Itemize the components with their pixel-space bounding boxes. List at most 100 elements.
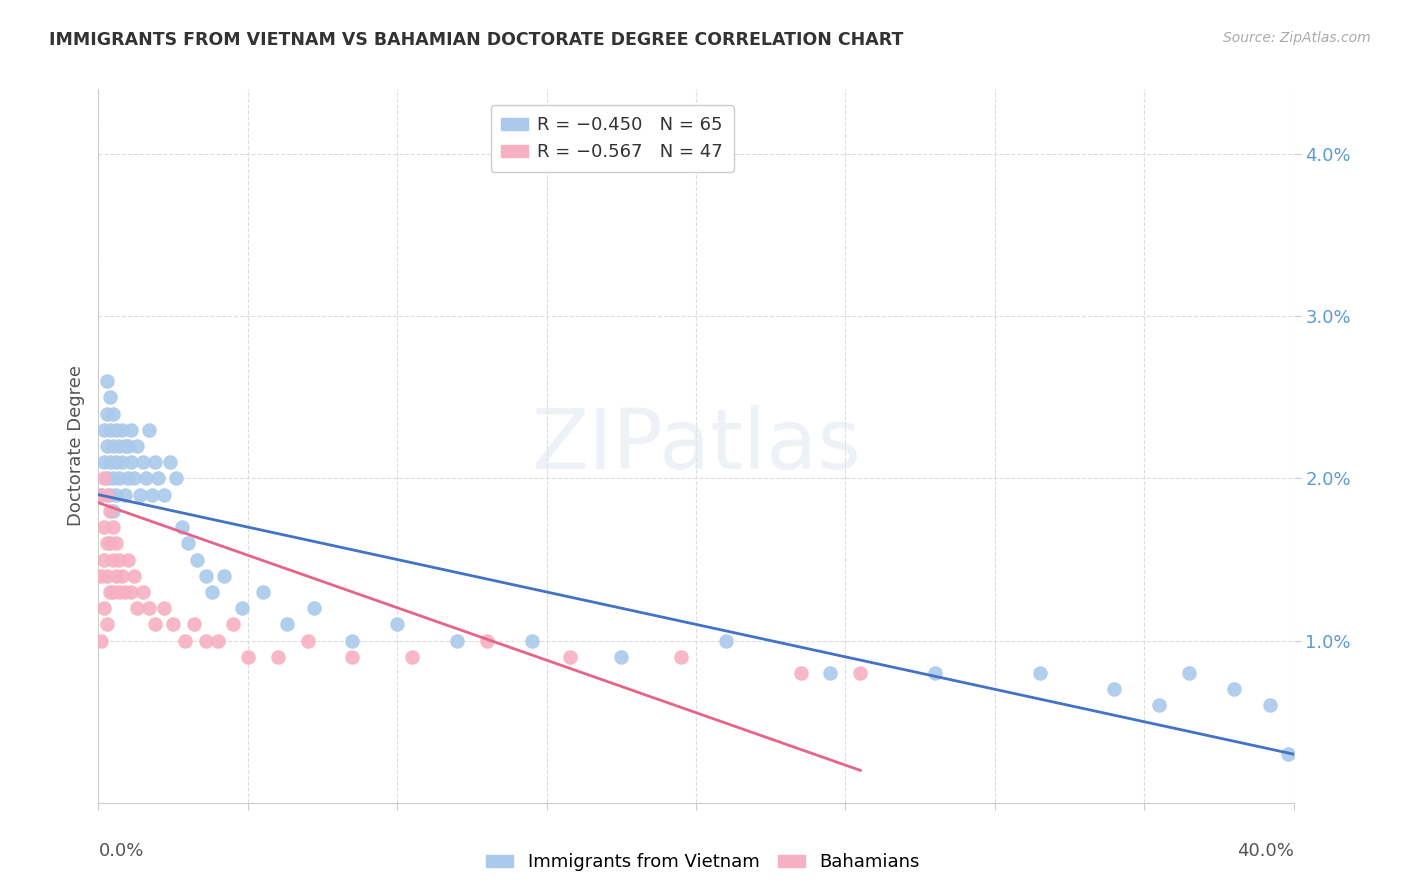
Point (108, 471, 131, 485)
Legend: Immigrants from Vietnam, Bahamians: Immigrants from Vietnam, Bahamians (479, 847, 927, 879)
Point (117, 552, 139, 566)
Point (90, 488, 112, 502)
Point (138, 601, 160, 615)
Point (103, 407, 125, 421)
Point (93, 471, 115, 485)
Point (98, 488, 122, 502)
Point (302, 601, 325, 615)
Point (195, 568, 218, 582)
Point (129, 488, 152, 502)
Point (201, 585, 224, 599)
Point (820, 666, 842, 681)
Point (132, 585, 155, 599)
Point (98, 390, 122, 404)
Point (103, 520, 125, 534)
Point (132, 455, 155, 469)
Point (90, 568, 112, 582)
Legend: R = −0.450   N = 65, R = −0.567   N = 47: R = −0.450 N = 65, R = −0.567 N = 47 (491, 105, 734, 172)
Text: ZIPatlas: ZIPatlas (531, 406, 860, 486)
Point (111, 568, 134, 582)
Point (96, 439, 118, 453)
Point (108, 585, 131, 599)
Point (174, 633, 197, 648)
Point (108, 552, 131, 566)
Point (385, 617, 409, 632)
Point (127, 601, 149, 615)
Point (114, 585, 136, 599)
Point (669, 649, 692, 664)
Point (789, 666, 811, 681)
Point (1178, 666, 1201, 681)
Text: 0.0%: 0.0% (98, 842, 143, 860)
Point (96, 374, 118, 388)
Point (96, 617, 118, 632)
Point (120, 423, 142, 437)
Point (105, 568, 128, 582)
Point (143, 617, 166, 632)
Point (143, 455, 166, 469)
Text: IMMIGRANTS FROM VIETNAM VS BAHAMIAN DOCTORATE DEGREE CORRELATION CHART: IMMIGRANTS FROM VIETNAM VS BAHAMIAN DOCT… (49, 31, 904, 49)
Point (124, 568, 146, 582)
Point (93, 601, 115, 615)
Text: 40.0%: 40.0% (1237, 842, 1294, 860)
Point (105, 455, 128, 469)
Point (105, 488, 128, 502)
Point (96, 471, 118, 485)
Point (162, 617, 184, 632)
Point (1258, 698, 1281, 713)
Point (93, 520, 115, 534)
Point (117, 439, 139, 453)
Point (1147, 698, 1170, 713)
Point (1104, 682, 1126, 697)
Point (103, 552, 125, 566)
Point (111, 455, 134, 469)
Point (93, 423, 115, 437)
Point (236, 649, 259, 664)
Point (124, 471, 146, 485)
Point (153, 488, 176, 502)
Point (105, 536, 128, 550)
Point (475, 633, 498, 648)
Point (127, 439, 149, 453)
Point (276, 617, 298, 632)
Point (103, 585, 125, 599)
Point (1223, 682, 1246, 697)
Point (148, 471, 170, 485)
Point (297, 633, 319, 648)
Point (207, 633, 229, 648)
Point (446, 633, 468, 648)
Point (342, 633, 364, 648)
Point (714, 633, 737, 648)
Point (103, 471, 125, 485)
Point (96, 407, 118, 421)
Point (153, 601, 176, 615)
Point (165, 471, 187, 485)
Point (108, 439, 131, 453)
Point (135, 471, 157, 485)
Point (98, 585, 122, 599)
Point (177, 536, 200, 550)
Point (114, 439, 136, 453)
Point (183, 617, 205, 632)
Point (98, 536, 122, 550)
Point (141, 488, 163, 502)
Point (231, 601, 253, 615)
Y-axis label: Doctorate Degree: Doctorate Degree (66, 366, 84, 526)
Point (98, 423, 122, 437)
Point (1028, 666, 1050, 681)
Point (96, 568, 118, 582)
Point (195, 633, 218, 648)
Point (96, 488, 118, 502)
Point (120, 585, 142, 599)
Point (267, 649, 290, 664)
Point (159, 455, 181, 469)
Point (560, 649, 582, 664)
Point (520, 633, 543, 648)
Point (105, 423, 128, 437)
Point (342, 649, 364, 664)
Point (90, 488, 112, 502)
Point (252, 585, 274, 599)
Point (1277, 747, 1299, 761)
Point (120, 455, 142, 469)
Point (111, 423, 134, 437)
